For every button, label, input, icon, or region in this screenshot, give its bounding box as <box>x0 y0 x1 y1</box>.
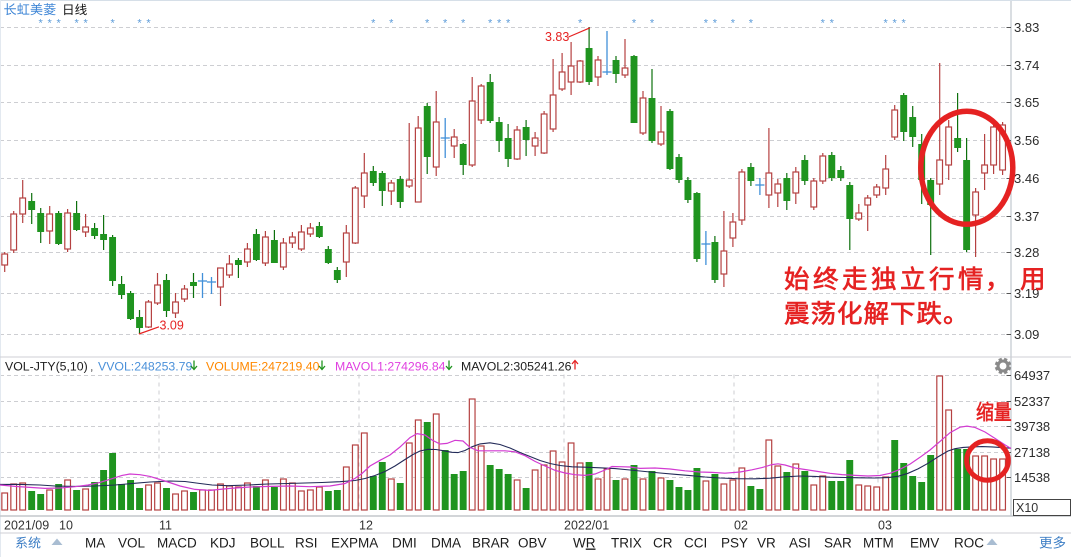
svg-text:*: * <box>371 18 376 30</box>
svg-text:*: * <box>704 18 709 30</box>
svg-text:MAVOL2:305241.26: MAVOL2:305241.26 <box>461 360 572 374</box>
svg-text:3.74: 3.74 <box>1014 58 1039 73</box>
svg-text:2022/01: 2022/01 <box>564 519 609 533</box>
svg-text:52337: 52337 <box>1014 394 1050 409</box>
svg-text:14538: 14538 <box>1014 470 1050 485</box>
svg-text:3.83: 3.83 <box>1014 20 1039 35</box>
svg-text:3.65: 3.65 <box>1014 95 1039 110</box>
svg-text:*: * <box>389 18 394 30</box>
svg-text:VVOL:248253.79: VVOL:248253.79 <box>98 360 193 374</box>
svg-text:*: * <box>425 18 430 30</box>
svg-text:VR: VR <box>757 536 776 551</box>
svg-text:BRAR: BRAR <box>472 536 510 551</box>
svg-text:MTM: MTM <box>863 536 894 551</box>
svg-text:TRIX: TRIX <box>611 536 642 551</box>
svg-text:*: * <box>893 18 898 30</box>
svg-text:*: * <box>39 18 44 30</box>
svg-text:*: * <box>74 18 79 30</box>
svg-text:3.19: 3.19 <box>1014 286 1039 301</box>
svg-text:*: * <box>110 18 115 30</box>
svg-text:*: * <box>749 18 754 30</box>
svg-text:12: 12 <box>359 519 373 533</box>
svg-text:OBV: OBV <box>518 536 547 551</box>
svg-text:*: * <box>632 18 637 30</box>
svg-text:27138: 27138 <box>1014 445 1050 460</box>
svg-text:3.37: 3.37 <box>1014 209 1039 224</box>
svg-text:*: * <box>146 18 151 30</box>
svg-text:*: * <box>713 18 718 30</box>
svg-text:WR: WR <box>573 536 596 551</box>
svg-text:EXPMA: EXPMA <box>331 536 378 551</box>
svg-text:*: * <box>506 18 511 30</box>
svg-text:*: * <box>56 18 61 30</box>
svg-text:10: 10 <box>59 519 73 533</box>
svg-text:MACD: MACD <box>157 536 197 551</box>
svg-text:PSY: PSY <box>721 536 748 551</box>
svg-text:VOL-JTY(5,10): VOL-JTY(5,10) <box>5 360 88 374</box>
svg-text:3.09: 3.09 <box>160 319 184 333</box>
svg-text:*: * <box>48 18 53 30</box>
svg-text:CCI: CCI <box>684 536 707 551</box>
svg-text:3.56: 3.56 <box>1014 133 1039 148</box>
svg-text:*: * <box>137 18 142 30</box>
svg-text:*: * <box>443 18 448 30</box>
svg-text:*: * <box>578 18 583 30</box>
svg-text:2021/09: 2021/09 <box>4 519 49 533</box>
svg-text:MA: MA <box>85 536 105 551</box>
svg-text:3.83: 3.83 <box>545 30 569 44</box>
svg-text:*: * <box>83 18 88 30</box>
svg-text:*: * <box>902 18 907 30</box>
svg-text:MAVOL1:274296.84: MAVOL1:274296.84 <box>335 360 446 374</box>
svg-text:CR: CR <box>653 536 673 551</box>
svg-text:RSI: RSI <box>295 536 318 551</box>
svg-text:EMV: EMV <box>910 536 939 551</box>
svg-text:,: , <box>90 360 93 374</box>
svg-text:VOL: VOL <box>118 536 146 551</box>
svg-text:39738: 39738 <box>1014 419 1050 434</box>
svg-text:3.09: 3.09 <box>1014 327 1039 342</box>
svg-text:11: 11 <box>159 519 172 533</box>
svg-text:ASI: ASI <box>789 536 811 551</box>
svg-text:ROC: ROC <box>954 536 984 551</box>
svg-text:X10: X10 <box>1016 501 1038 515</box>
svg-text:*: * <box>731 18 736 30</box>
svg-text:64937: 64937 <box>1014 368 1050 383</box>
svg-text:KDJ: KDJ <box>210 536 236 551</box>
svg-text:SAR: SAR <box>824 536 852 551</box>
svg-text:03: 03 <box>878 519 892 533</box>
svg-text:BOLL: BOLL <box>250 536 285 551</box>
svg-text:3.46: 3.46 <box>1014 171 1039 186</box>
svg-text:*: * <box>461 18 466 30</box>
svg-text:*: * <box>488 18 493 30</box>
svg-text:DMI: DMI <box>392 536 417 551</box>
svg-text:*: * <box>821 18 826 30</box>
svg-text:02: 02 <box>734 519 748 533</box>
svg-text:*: * <box>884 18 889 30</box>
svg-text:DMA: DMA <box>431 536 461 551</box>
svg-text:VOLUME:247219.40: VOLUME:247219.40 <box>206 360 320 374</box>
svg-text:*: * <box>497 18 502 30</box>
svg-text:*: * <box>650 18 655 30</box>
svg-text:3.28: 3.28 <box>1014 245 1039 260</box>
svg-text:*: * <box>830 18 835 30</box>
